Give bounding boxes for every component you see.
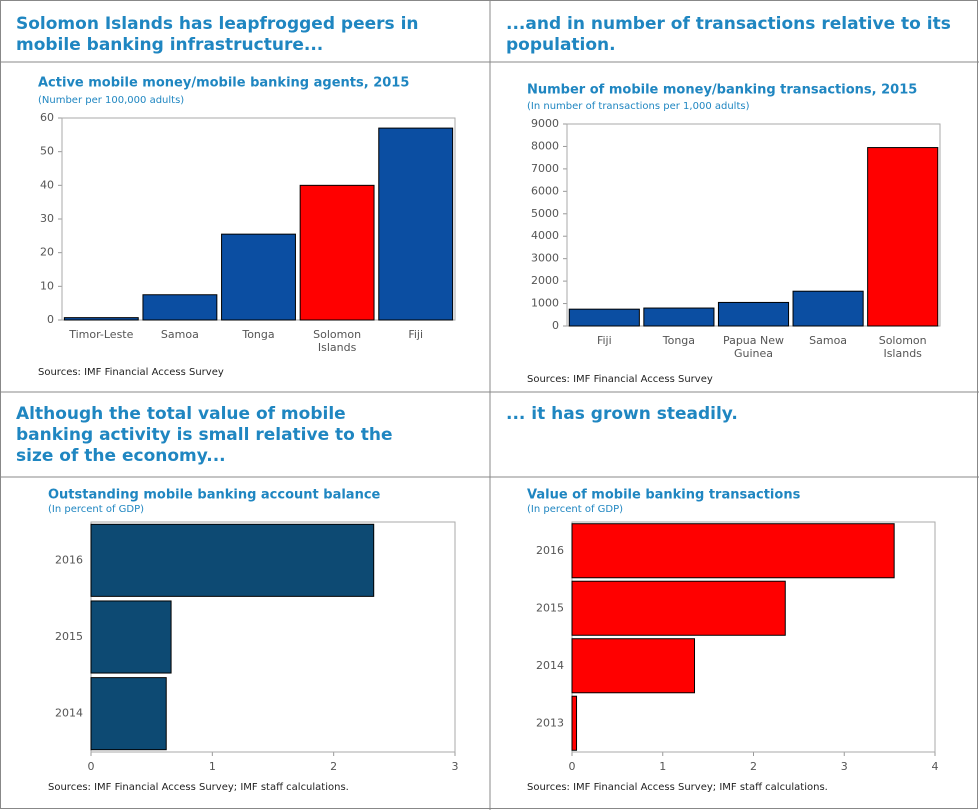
x-tick-label: Samoa — [809, 334, 848, 347]
source-note: Sources: IMF Financial Access Survey — [38, 367, 224, 378]
bar — [867, 147, 939, 327]
chart-title: Outstanding mobile banking account balan… — [48, 488, 381, 503]
y-tick-label: 0 — [552, 319, 559, 332]
x-tick-label: Tonga — [242, 328, 275, 341]
bar — [90, 523, 375, 597]
x-tick-label: Samoa — [809, 334, 848, 347]
bar — [571, 695, 578, 751]
plot-frame — [571, 521, 936, 753]
source-note: Sources: IMF Financial Access Survey — [527, 374, 713, 385]
y-tick-label: 2016 — [55, 553, 83, 566]
bar — [142, 294, 218, 321]
bar — [643, 307, 715, 327]
y-tick-label: 2016 — [536, 544, 564, 557]
y-tick-label: 9000 — [531, 117, 559, 130]
bar — [571, 523, 895, 579]
x-tick-label: Fiji — [596, 334, 612, 347]
y-tick-label: 2014 — [55, 707, 83, 720]
bar — [221, 233, 296, 321]
x-tick-label: Tonga — [662, 334, 696, 347]
y-tick-label: 5000 — [531, 207, 559, 220]
x-tick-label: Tonga — [662, 334, 696, 347]
chart-title: Active mobile money/mobile banking agent… — [38, 76, 409, 91]
x-tick-label: Fiji — [596, 334, 612, 347]
x-tick-label: Tonga — [242, 328, 275, 341]
chart-subtitle: (In number of transactions per 1,000 adu… — [527, 101, 750, 112]
x-tick-label: 4 — [932, 760, 939, 773]
bar — [299, 184, 375, 321]
chart-title: Value of mobile banking transactions — [527, 488, 801, 503]
panel-heading: ... it has grown steadily. — [506, 404, 738, 424]
panel-heading: Solomon Islands has leapfrogged peers in… — [16, 14, 419, 55]
x-tick-label: 0 — [88, 760, 95, 773]
bar — [571, 638, 696, 694]
y-tick-label: 2014 — [536, 659, 564, 672]
panel-heading: ...and in number of transactions relativ… — [506, 14, 951, 55]
x-tick-label: Solomon Islands — [313, 328, 362, 354]
chart-subtitle: (In percent of GDP) — [527, 504, 623, 515]
y-tick-label: 2015 — [536, 601, 564, 614]
y-tick-label: 7000 — [531, 162, 559, 175]
y-tick-label: 0 — [47, 313, 54, 326]
x-tick-label: Timor-Leste — [69, 328, 134, 341]
y-tick-label: 2013 — [536, 716, 564, 729]
x-tick-label: 3 — [452, 760, 459, 773]
bar — [571, 580, 786, 636]
y-tick-label: 6000 — [531, 184, 559, 197]
x-tick-label: Papua New Guinea — [722, 334, 785, 360]
y-tick-label: 40 — [40, 178, 54, 191]
x-tick-label: 1 — [209, 760, 216, 773]
chart-subtitle: (Number per 100,000 adults) — [38, 95, 184, 106]
x-tick-label: Papua New Guinea — [722, 334, 785, 360]
bar — [378, 127, 454, 321]
y-tick-label: 2000 — [531, 274, 559, 287]
source-note: Sources: IMF Financial Access Survey; IM… — [48, 782, 349, 793]
y-tick-label: 1000 — [531, 297, 559, 310]
x-tick-label: 1 — [659, 760, 666, 773]
y-tick-label: 3000 — [531, 252, 559, 265]
x-tick-label: Samoa — [160, 328, 199, 341]
x-tick-label: Solomon Islands — [878, 334, 927, 360]
bar — [90, 600, 172, 674]
y-tick-label: 50 — [40, 145, 54, 158]
bar — [792, 290, 864, 327]
y-tick-label: 10 — [40, 279, 54, 292]
bar — [63, 317, 139, 321]
y-tick-label: 8000 — [531, 139, 559, 152]
chart-title: Number of mobile money/banking transacti… — [527, 83, 917, 98]
x-tick-label: Timor-Leste — [69, 328, 134, 341]
y-tick-label: 60 — [40, 111, 54, 124]
x-tick-label: Solomon Islands — [878, 334, 927, 360]
x-tick-label: Samoa — [160, 328, 199, 341]
y-tick-label: 4000 — [531, 229, 559, 242]
x-tick-label: 3 — [841, 760, 848, 773]
source-note: Sources: IMF Financial Access Survey; IM… — [527, 782, 828, 793]
x-tick-label: 0 — [569, 760, 576, 773]
x-tick-label: Fiji — [408, 328, 424, 341]
chart-subtitle: (In percent of GDP) — [48, 504, 144, 515]
y-tick-label: 20 — [40, 246, 54, 259]
x-tick-label: 2 — [750, 760, 757, 773]
x-tick-label: Solomon Islands — [313, 328, 362, 354]
bar — [90, 677, 167, 751]
x-tick-label: 2 — [330, 760, 337, 773]
bar — [717, 301, 790, 327]
bar — [568, 308, 640, 327]
panel-heading: Although the total value of mobile banki… — [16, 404, 393, 466]
y-tick-label: 2015 — [55, 630, 83, 643]
x-tick-label: Fiji — [408, 328, 424, 341]
y-tick-label: 30 — [40, 212, 54, 225]
